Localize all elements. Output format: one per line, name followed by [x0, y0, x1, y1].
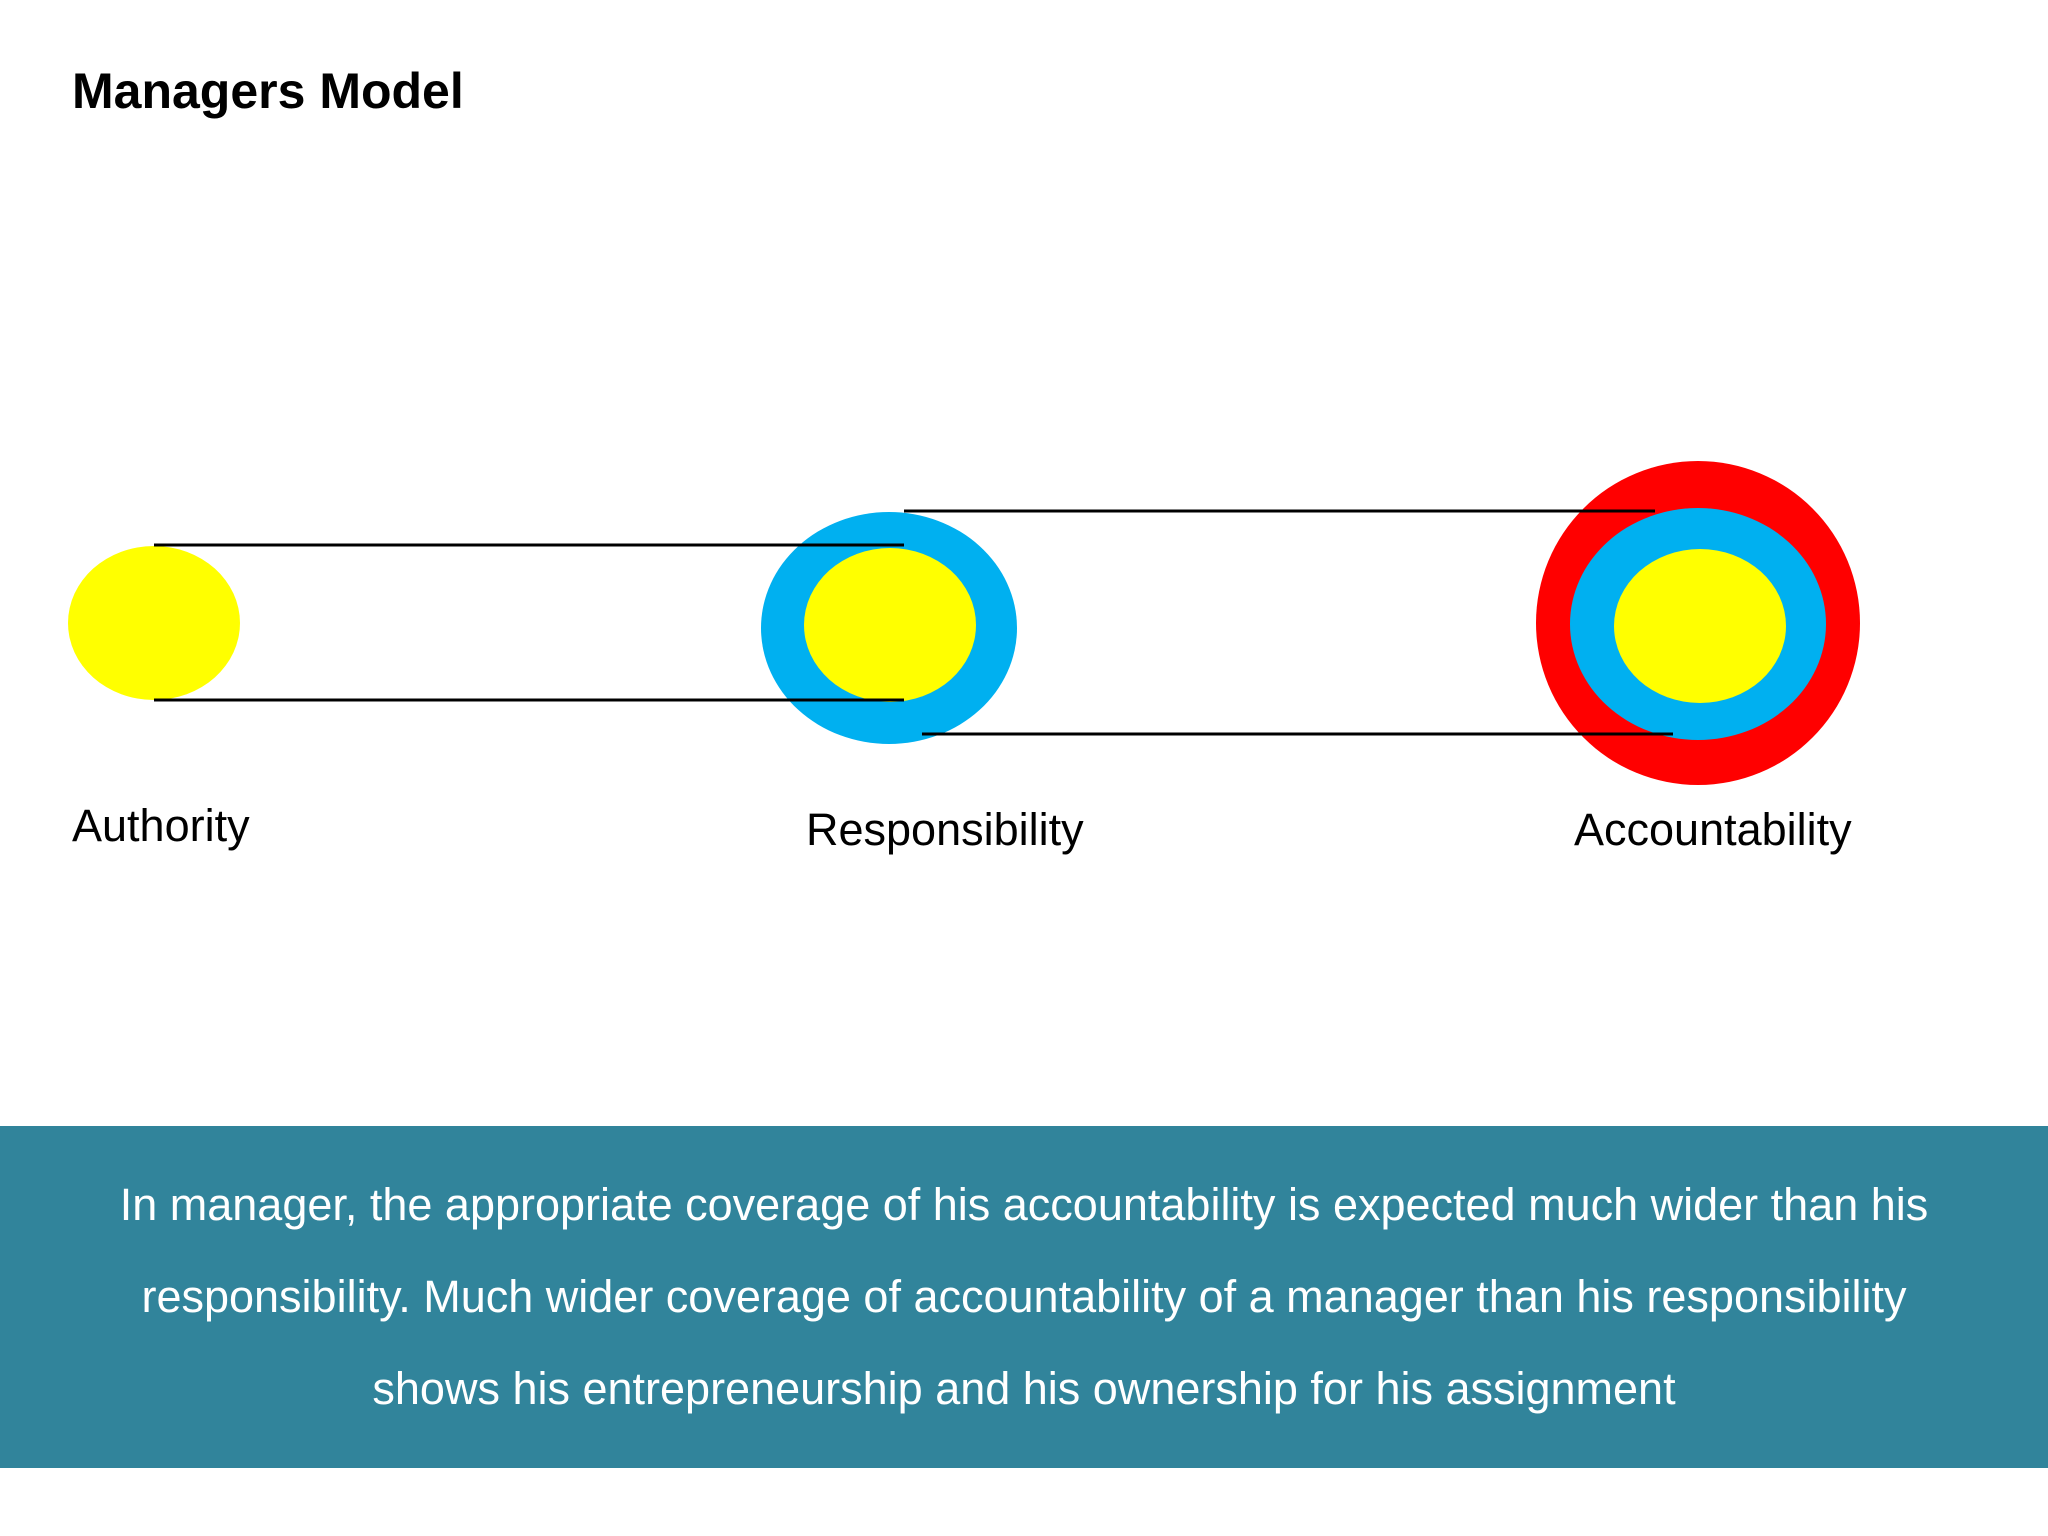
authority-label: Authority [72, 800, 250, 851]
responsibility-circle-group [761, 512, 1017, 744]
accountability-inner-authority-circle [1614, 549, 1786, 703]
authority-core-circle [68, 546, 240, 700]
responsibility-label: Responsibility [806, 804, 1084, 855]
managers-model-diagram [68, 461, 1860, 785]
summary-banner: In manager, the appropriate coverage of … [0, 1126, 2048, 1468]
accountability-label: Accountability [1574, 804, 1852, 855]
accountability-circle-group [1536, 461, 1860, 785]
connector-lines [154, 509, 1673, 736]
slide-title: Managers Model [72, 63, 464, 119]
authority-circle-group [68, 546, 240, 700]
responsibility-inner-authority-circle [804, 548, 976, 702]
summary-banner-text: In manager, the appropriate coverage of … [119, 1179, 1929, 1414]
